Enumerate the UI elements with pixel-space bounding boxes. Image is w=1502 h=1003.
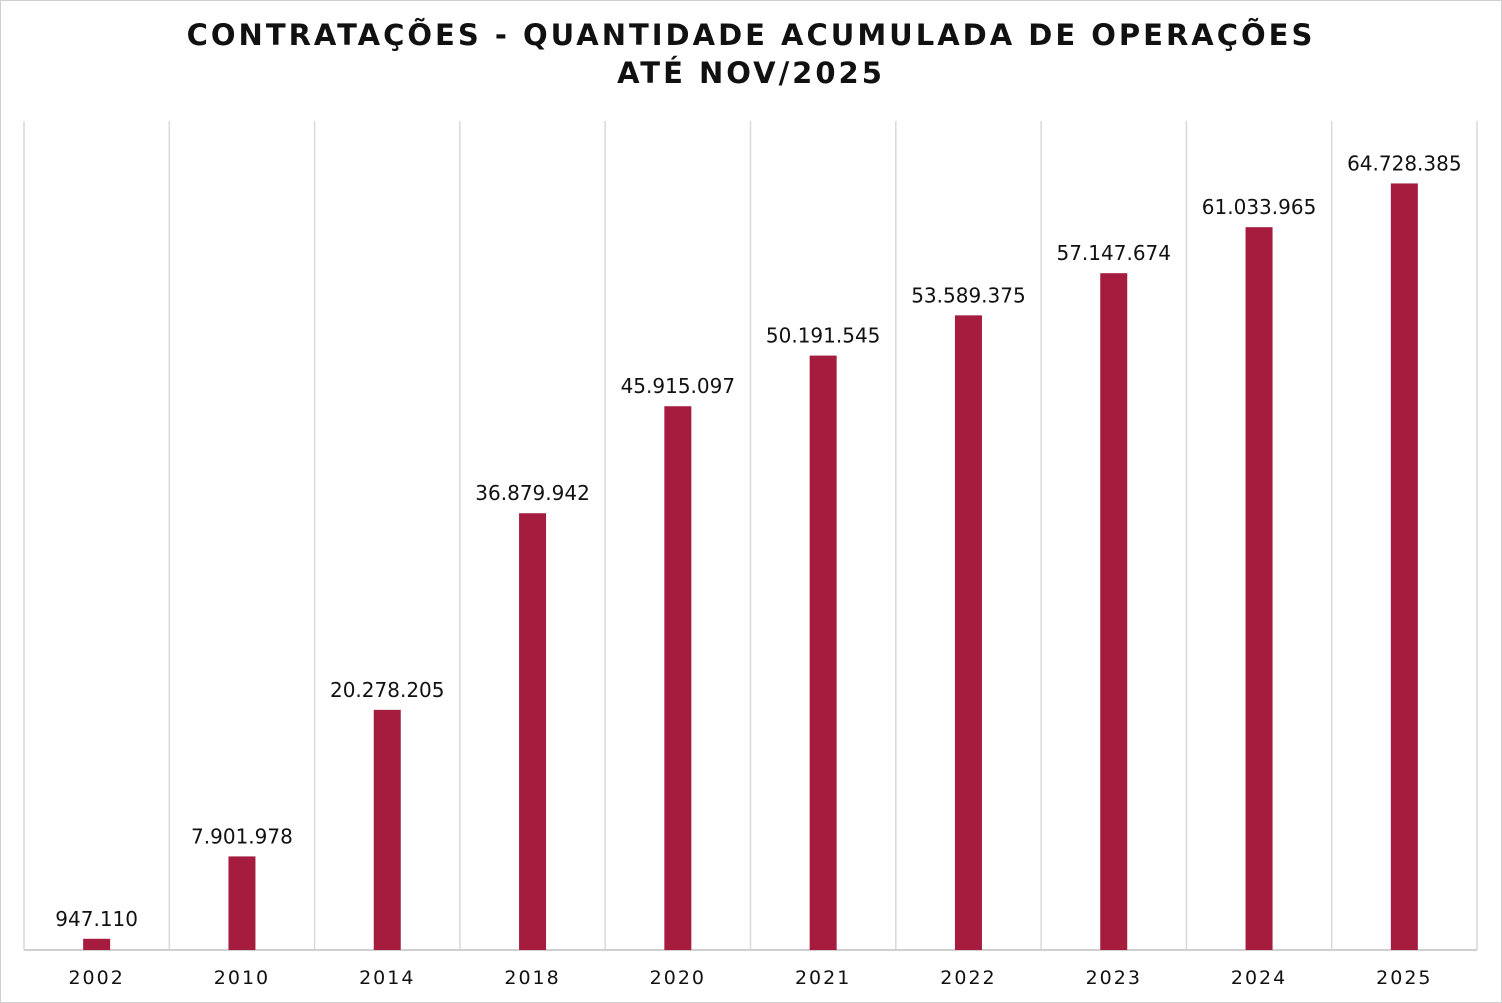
bar-2025 — [1390, 183, 1418, 951]
bar-2024 — [1245, 227, 1273, 950]
x-tick-label-2022: 2022 — [940, 967, 996, 989]
chart-title: CONTRATAÇÕES - QUANTIDADE ACUMULADA DE O… — [186, 18, 1316, 52]
x-tick-label-2010: 2010 — [214, 967, 270, 989]
x-tick-label-2023: 2023 — [1086, 967, 1142, 989]
data-label-2021: 50.191.545 — [766, 324, 881, 348]
data-label-2020: 45.915.097 — [621, 374, 736, 398]
x-tick-label-2024: 2024 — [1231, 967, 1287, 989]
x-tick-label-2002: 2002 — [68, 967, 124, 989]
x-tick-label-2014: 2014 — [359, 967, 415, 989]
data-label-2002: 947.110 — [55, 907, 138, 931]
x-tick-label-2020: 2020 — [650, 967, 706, 989]
bar-2021 — [809, 355, 837, 950]
bar-2014 — [373, 709, 401, 950]
data-label-2014: 20.278.205 — [330, 678, 445, 702]
data-label-2022: 53.589.375 — [911, 283, 1026, 307]
chart-subtitle: ATÉ NOV/2025 — [617, 56, 885, 90]
bar-2002 — [83, 938, 111, 950]
x-tick-label-2018: 2018 — [504, 967, 560, 989]
data-label-2018: 36.879.942 — [475, 481, 590, 505]
bar-2020 — [664, 406, 692, 950]
bar-2018 — [519, 513, 547, 950]
data-label-2010: 7.901.978 — [191, 824, 293, 848]
x-tick-label-2025: 2025 — [1376, 967, 1432, 989]
data-label-2024: 61.033.965 — [1202, 195, 1317, 219]
data-label-2025: 64.728.385 — [1347, 151, 1462, 175]
bar-2022 — [954, 315, 982, 950]
x-tick-label-2021: 2021 — [795, 967, 851, 989]
data-label-2023: 57.147.674 — [1056, 241, 1171, 265]
bar-2010 — [228, 856, 256, 950]
bar-2023 — [1100, 273, 1128, 950]
